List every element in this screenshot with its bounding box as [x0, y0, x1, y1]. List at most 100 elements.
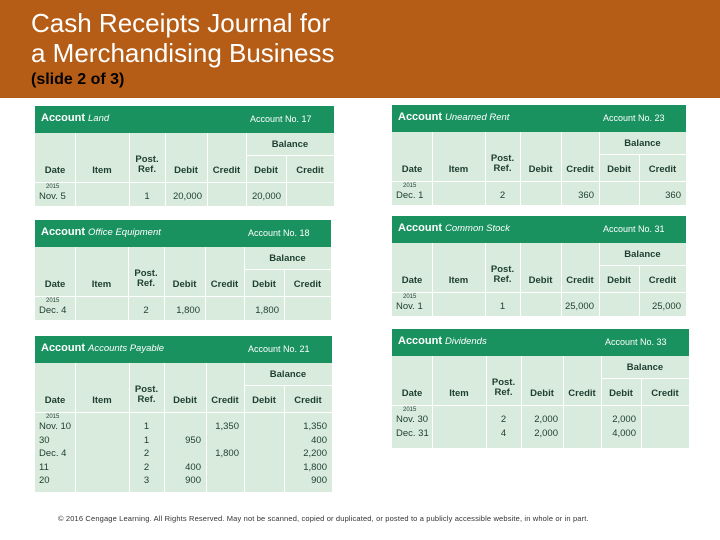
- row-debit: 1,800: [176, 305, 200, 316]
- post-label: Post.: [135, 154, 159, 165]
- row-post-ref: 3: [143, 475, 150, 486]
- row-balance-credit: 1,800: [303, 461, 327, 473]
- balance-debit-column-header: Debit: [609, 388, 633, 399]
- column-divider: [641, 379, 642, 448]
- balance-heading: Balance: [271, 139, 309, 150]
- balance-divider: [244, 385, 332, 386]
- row-date: Nov. 5: [39, 191, 66, 202]
- column-divider: [128, 247, 129, 320]
- account-label: Account Common Stock: [398, 222, 510, 234]
- account-number: Account No. 17: [250, 114, 312, 124]
- row-balance-debit: 2,000: [612, 414, 636, 425]
- year-label: 2015: [46, 298, 60, 304]
- row-date: Nov. 30: [396, 414, 429, 425]
- account-label: Account Unearned Rent: [398, 111, 510, 123]
- post-ref-column-header: Post. Ref.: [128, 269, 164, 289]
- title-banner: Cash Receipts Journal for a Merchandisin…: [0, 0, 720, 98]
- row-balance-debit: 4,000: [612, 427, 636, 439]
- item-column-header: Item: [91, 279, 112, 290]
- row-post-ref: 4: [500, 427, 507, 439]
- row-post-ref: 1: [144, 191, 150, 202]
- ref-label: Ref.: [493, 274, 512, 285]
- balance-heading: Balance: [269, 369, 307, 380]
- row-post-ref: 1: [143, 421, 150, 432]
- ref-label: Ref.: [137, 394, 156, 405]
- column-divider: [165, 133, 166, 206]
- year-label: 2015: [403, 183, 417, 189]
- account-name: Dividends: [445, 336, 487, 347]
- column-divider: [520, 132, 521, 205]
- row-date: 20: [39, 475, 50, 486]
- ledger-land: Account Land Account No. 17 Balance Date Item…: [35, 106, 334, 206]
- ledger-office-equipment: Account Office Equipment Account No. 18 Bal…: [35, 220, 331, 320]
- credit-column-header: Credit: [568, 388, 596, 399]
- header-divider: [35, 182, 334, 183]
- column-divider: [129, 363, 130, 492]
- ledger-common-stock: Account Common Stock Account No. 31 Balance…: [392, 216, 686, 316]
- debit-column-header: Debit: [530, 388, 554, 399]
- column-divider: [244, 363, 245, 492]
- column-divider: [599, 243, 600, 316]
- row-date: Nov. 1: [396, 301, 423, 312]
- column-divider: [286, 156, 287, 206]
- header-divider: [392, 405, 689, 406]
- post-label: Post.: [490, 153, 515, 164]
- balance-credit-column-header: Credit: [296, 165, 324, 176]
- balance-debit-column-header: Debit: [252, 279, 276, 290]
- post-label: Post.: [491, 377, 516, 388]
- ref-label: Ref.: [137, 278, 155, 289]
- row-balance-credit: 2,200: [303, 448, 327, 459]
- row-debit: 400: [185, 461, 201, 473]
- balance-credit-column-header: Credit: [294, 395, 322, 406]
- account-name: Office Equipment: [88, 227, 161, 238]
- row-date: 30: [39, 434, 50, 446]
- column-divider: [432, 132, 433, 205]
- debit-column-header: Debit: [174, 165, 198, 176]
- account-label: Account Office Equipment: [41, 226, 161, 238]
- year-label: 2015: [403, 407, 417, 413]
- column-divider: [639, 266, 640, 316]
- copyright-footer: © 2016 Cengage Learning. All Rights Rese…: [58, 514, 589, 523]
- post-ref-column-header: Post. Ref.: [486, 378, 521, 398]
- account-name: Accounts Payable: [88, 343, 165, 354]
- row-debit: 2,000: [534, 427, 558, 439]
- slide-subtitle: (slide 2 of 3): [31, 71, 125, 88]
- debit-column-header: Debit: [173, 395, 197, 406]
- debit-column-header: Debit: [528, 164, 553, 175]
- header-divider: [392, 292, 686, 293]
- column-divider: [207, 133, 208, 206]
- date-column-header: Date: [44, 165, 66, 176]
- column-divider: [75, 363, 76, 492]
- ledger-dividends: Account Dividends Account No. 33 Balance Dat…: [392, 329, 689, 448]
- credit-column-header: Credit: [566, 164, 594, 175]
- column-divider: [206, 363, 207, 492]
- date-column-header: Date: [44, 395, 66, 406]
- row-debit: 950: [185, 434, 201, 446]
- date-column-header: Date: [401, 164, 423, 175]
- row-debit: 2,000: [534, 414, 558, 425]
- row-date: Nov. 10: [39, 421, 72, 432]
- balance-credit-column-header: Credit: [651, 388, 679, 399]
- ref-label: Ref.: [493, 163, 512, 174]
- row-post-ref: 2: [143, 448, 150, 459]
- account-header: Account Accounts Payable Account No. 21: [35, 336, 332, 363]
- column-divider: [205, 247, 206, 320]
- balance-heading: Balance: [624, 249, 661, 260]
- row-date: Dec. 1: [396, 190, 424, 201]
- credit-column-header: Credit: [210, 279, 239, 290]
- post-label: Post.: [134, 384, 159, 395]
- account-header: Account Dividends Account No. 33: [392, 329, 689, 356]
- row-credit: 25,000: [564, 301, 594, 312]
- account-number: Account No. 23: [603, 113, 665, 123]
- item-column-header: Item: [449, 388, 469, 399]
- column-divider: [486, 356, 487, 448]
- row-balance-credit: 400: [311, 434, 327, 446]
- row-credit: 1,800: [215, 448, 239, 459]
- column-divider: [563, 356, 564, 448]
- column-divider: [485, 132, 486, 205]
- column-divider: [521, 356, 522, 448]
- row-credit: 1,350: [215, 421, 239, 432]
- slide-title-line-1: Cash Receipts Journal for: [31, 8, 331, 38]
- account-name: Unearned Rent: [445, 112, 510, 123]
- row-post-ref: 2: [499, 190, 506, 201]
